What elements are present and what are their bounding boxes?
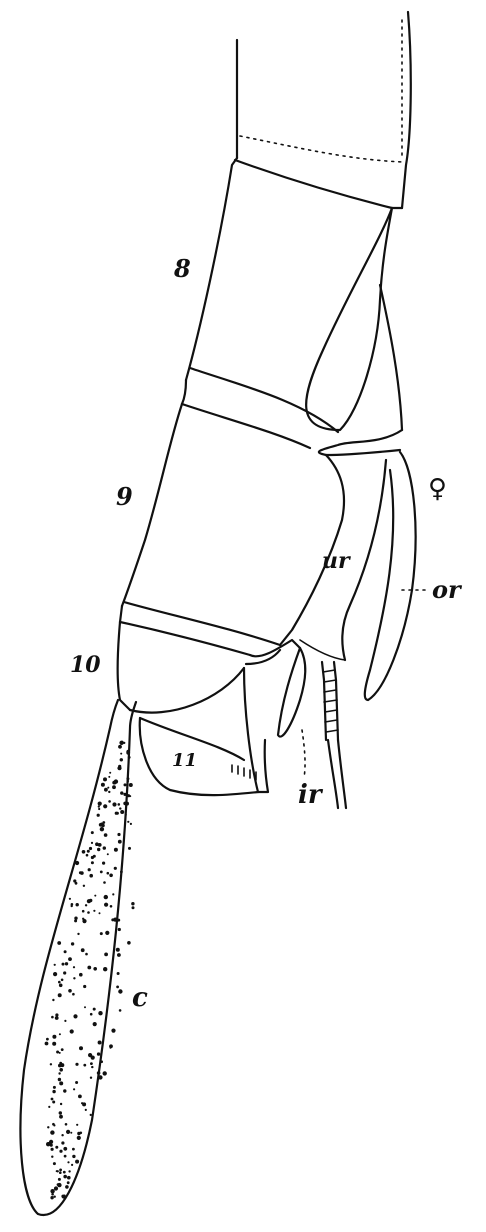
- segment-9-outline: [118, 402, 404, 657]
- outer-ramus: [363, 450, 417, 702]
- or-label: or: [432, 575, 463, 604]
- segment-9-label: 9: [116, 482, 133, 511]
- segment-11-outline: [138, 716, 260, 797]
- cercus-label: c: [132, 983, 148, 1013]
- upper-ramus: [299, 458, 388, 662]
- segment-8-label: 8: [173, 254, 191, 283]
- ir-label: ir: [298, 780, 324, 810]
- ur-label: ur: [322, 548, 351, 574]
- inner-ramus: [276, 646, 348, 810]
- segment-10-label: 10: [70, 652, 101, 678]
- segment-11-label: 11: [172, 750, 197, 771]
- cercus-outline: [19, 698, 138, 1217]
- segment-7-outline: [235, 10, 412, 210]
- segment-8-outline: [180, 156, 404, 450]
- ir-leader-line: [301, 729, 306, 779]
- female-symbol: ♀: [428, 474, 447, 504]
- cercus-stipple: [44, 740, 135, 1200]
- segment-10-outline: [116, 620, 302, 794]
